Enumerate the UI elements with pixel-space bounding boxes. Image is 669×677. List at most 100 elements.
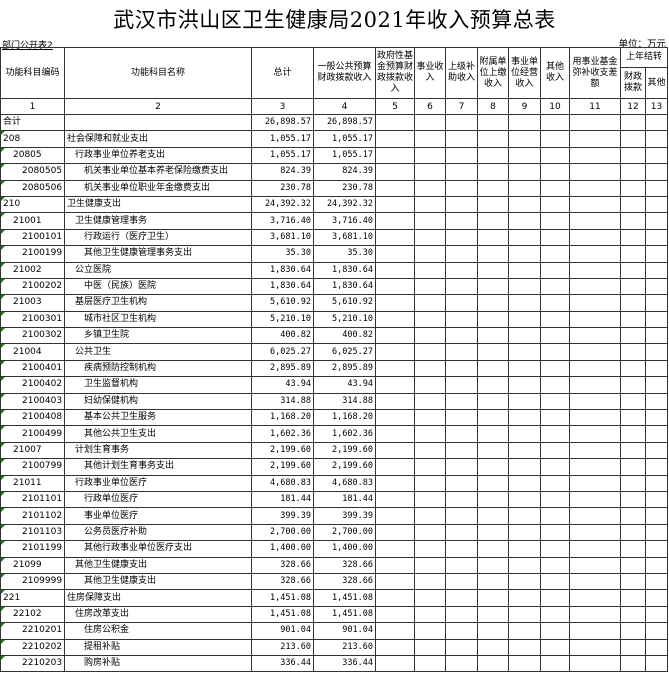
empty-cell xyxy=(540,146,570,165)
row-general: 328.66 xyxy=(313,556,376,574)
empty-cell xyxy=(569,359,621,378)
empty-cell xyxy=(620,458,646,476)
row-total: 35.30 xyxy=(251,245,314,263)
empty-cell xyxy=(620,212,646,230)
empty-cell xyxy=(644,277,669,296)
empty-cell xyxy=(569,556,621,574)
empty-cell xyxy=(508,261,541,279)
empty-cell xyxy=(540,441,570,460)
empty-cell xyxy=(414,343,446,361)
empty-cell xyxy=(508,409,541,427)
empty-cell xyxy=(508,327,541,345)
row-name: 基本公共卫生服务 xyxy=(64,409,252,427)
row-code: 21002 xyxy=(0,261,65,279)
empty-cell xyxy=(414,310,446,329)
empty-cell xyxy=(508,212,541,230)
empty-cell xyxy=(644,146,669,165)
empty-cell xyxy=(375,146,415,165)
table-row: 2100799 其他计划生育事务支出 2,199.60 2,199.60 xyxy=(0,458,669,476)
row-total: 1,830.64 xyxy=(251,261,314,279)
empty-cell xyxy=(508,572,541,591)
cell-marker-icon xyxy=(1,607,5,611)
row-general: 1,451.08 xyxy=(313,589,376,607)
cell-marker-icon xyxy=(1,230,5,234)
empty-cell xyxy=(375,261,415,279)
empty-cell xyxy=(375,343,415,361)
row-general: 400.82 xyxy=(313,327,376,345)
row-name: 公共卫生 xyxy=(64,343,252,361)
row-code: 2101102 xyxy=(0,507,65,525)
empty-cell xyxy=(644,654,669,673)
empty-cell xyxy=(644,310,669,329)
empty-cell xyxy=(644,163,669,181)
row-name: 机关事业单位基本养老保险缴费支出 xyxy=(64,163,252,181)
cell-marker-icon xyxy=(1,541,5,546)
row-name xyxy=(64,113,252,132)
row-general: 1,168.20 xyxy=(313,409,376,427)
row-general: 336.44 xyxy=(313,654,376,673)
empty-cell xyxy=(569,343,621,361)
table-row: 2100302 乡镇卫生院 400.82 400.82 xyxy=(0,327,669,345)
cell-marker-icon xyxy=(1,181,5,185)
header-fund-cover: 用事业基金弥补收支差额 xyxy=(569,47,621,99)
row-code: 21001 xyxy=(0,212,65,230)
empty-cell xyxy=(414,228,446,247)
row-total: 328.66 xyxy=(251,572,314,591)
empty-cell xyxy=(445,376,478,394)
header-carry-fiscal: 财政拨款 xyxy=(620,67,646,99)
row-general: 824.39 xyxy=(313,163,376,181)
empty-cell xyxy=(540,228,570,247)
empty-cell xyxy=(508,605,541,624)
row-name: 卫生健康管理事务 xyxy=(64,212,252,230)
row-code: 2210202 xyxy=(0,638,65,656)
empty-cell xyxy=(569,212,621,230)
row-name: 妇幼保健机构 xyxy=(64,392,252,411)
empty-cell xyxy=(569,638,621,656)
row-general: 26,898.57 xyxy=(313,113,376,132)
empty-cell xyxy=(644,343,669,361)
empty-cell xyxy=(445,654,478,673)
cell-marker-icon xyxy=(1,246,5,251)
empty-cell xyxy=(414,146,446,165)
row-name: 其他卫生健康支出 xyxy=(64,556,252,574)
row-code: 2101101 xyxy=(0,490,65,509)
row-code: 2109999 xyxy=(0,572,65,591)
empty-cell xyxy=(540,425,570,443)
empty-cell xyxy=(375,228,415,247)
empty-cell xyxy=(445,556,478,574)
empty-cell xyxy=(477,179,509,197)
row-total: 824.39 xyxy=(251,163,314,181)
table-row: 21003 基层医疗卫生机构 5,610.92 5,610.92 xyxy=(0,294,669,312)
empty-cell xyxy=(508,277,541,296)
header-business: 事业收入 xyxy=(414,47,446,99)
table-row: 2080506 机关事业单位职业年金缴费支出 230.78 230.78 xyxy=(0,179,669,197)
row-total: 400.82 xyxy=(251,327,314,345)
empty-cell xyxy=(445,605,478,624)
table-row: 2210203 购房补贴 336.44 336.44 xyxy=(0,654,669,673)
empty-cell xyxy=(445,441,478,460)
empty-cell xyxy=(414,638,446,656)
row-code: 21004 xyxy=(0,343,65,361)
empty-cell xyxy=(620,277,646,296)
row-name: 疾病预防控制机构 xyxy=(64,359,252,378)
table-row: 2100499 其他公共卫生支出 1,602.36 1,602.36 xyxy=(0,425,669,443)
empty-cell xyxy=(445,146,478,165)
column-number: 10 xyxy=(540,98,570,115)
column-number: 7 xyxy=(445,98,478,115)
empty-cell xyxy=(508,540,541,558)
empty-cell xyxy=(620,523,646,542)
cell-marker-icon xyxy=(1,459,5,464)
empty-cell xyxy=(477,605,509,624)
row-code: 2101199 xyxy=(0,540,65,558)
empty-cell xyxy=(508,310,541,329)
empty-cell xyxy=(445,277,478,296)
row-total: 314.88 xyxy=(251,392,314,411)
table-row: 2101199 其他行政事业单位医疗支出 1,400.00 1,400.00 xyxy=(0,540,669,558)
empty-cell xyxy=(569,392,621,411)
empty-cell xyxy=(375,425,415,443)
empty-cell xyxy=(445,507,478,525)
empty-cell xyxy=(540,195,570,214)
row-name: 行政事业单位医疗 xyxy=(64,474,252,492)
header-carry-other: 其他 xyxy=(644,67,669,99)
empty-cell xyxy=(620,507,646,525)
